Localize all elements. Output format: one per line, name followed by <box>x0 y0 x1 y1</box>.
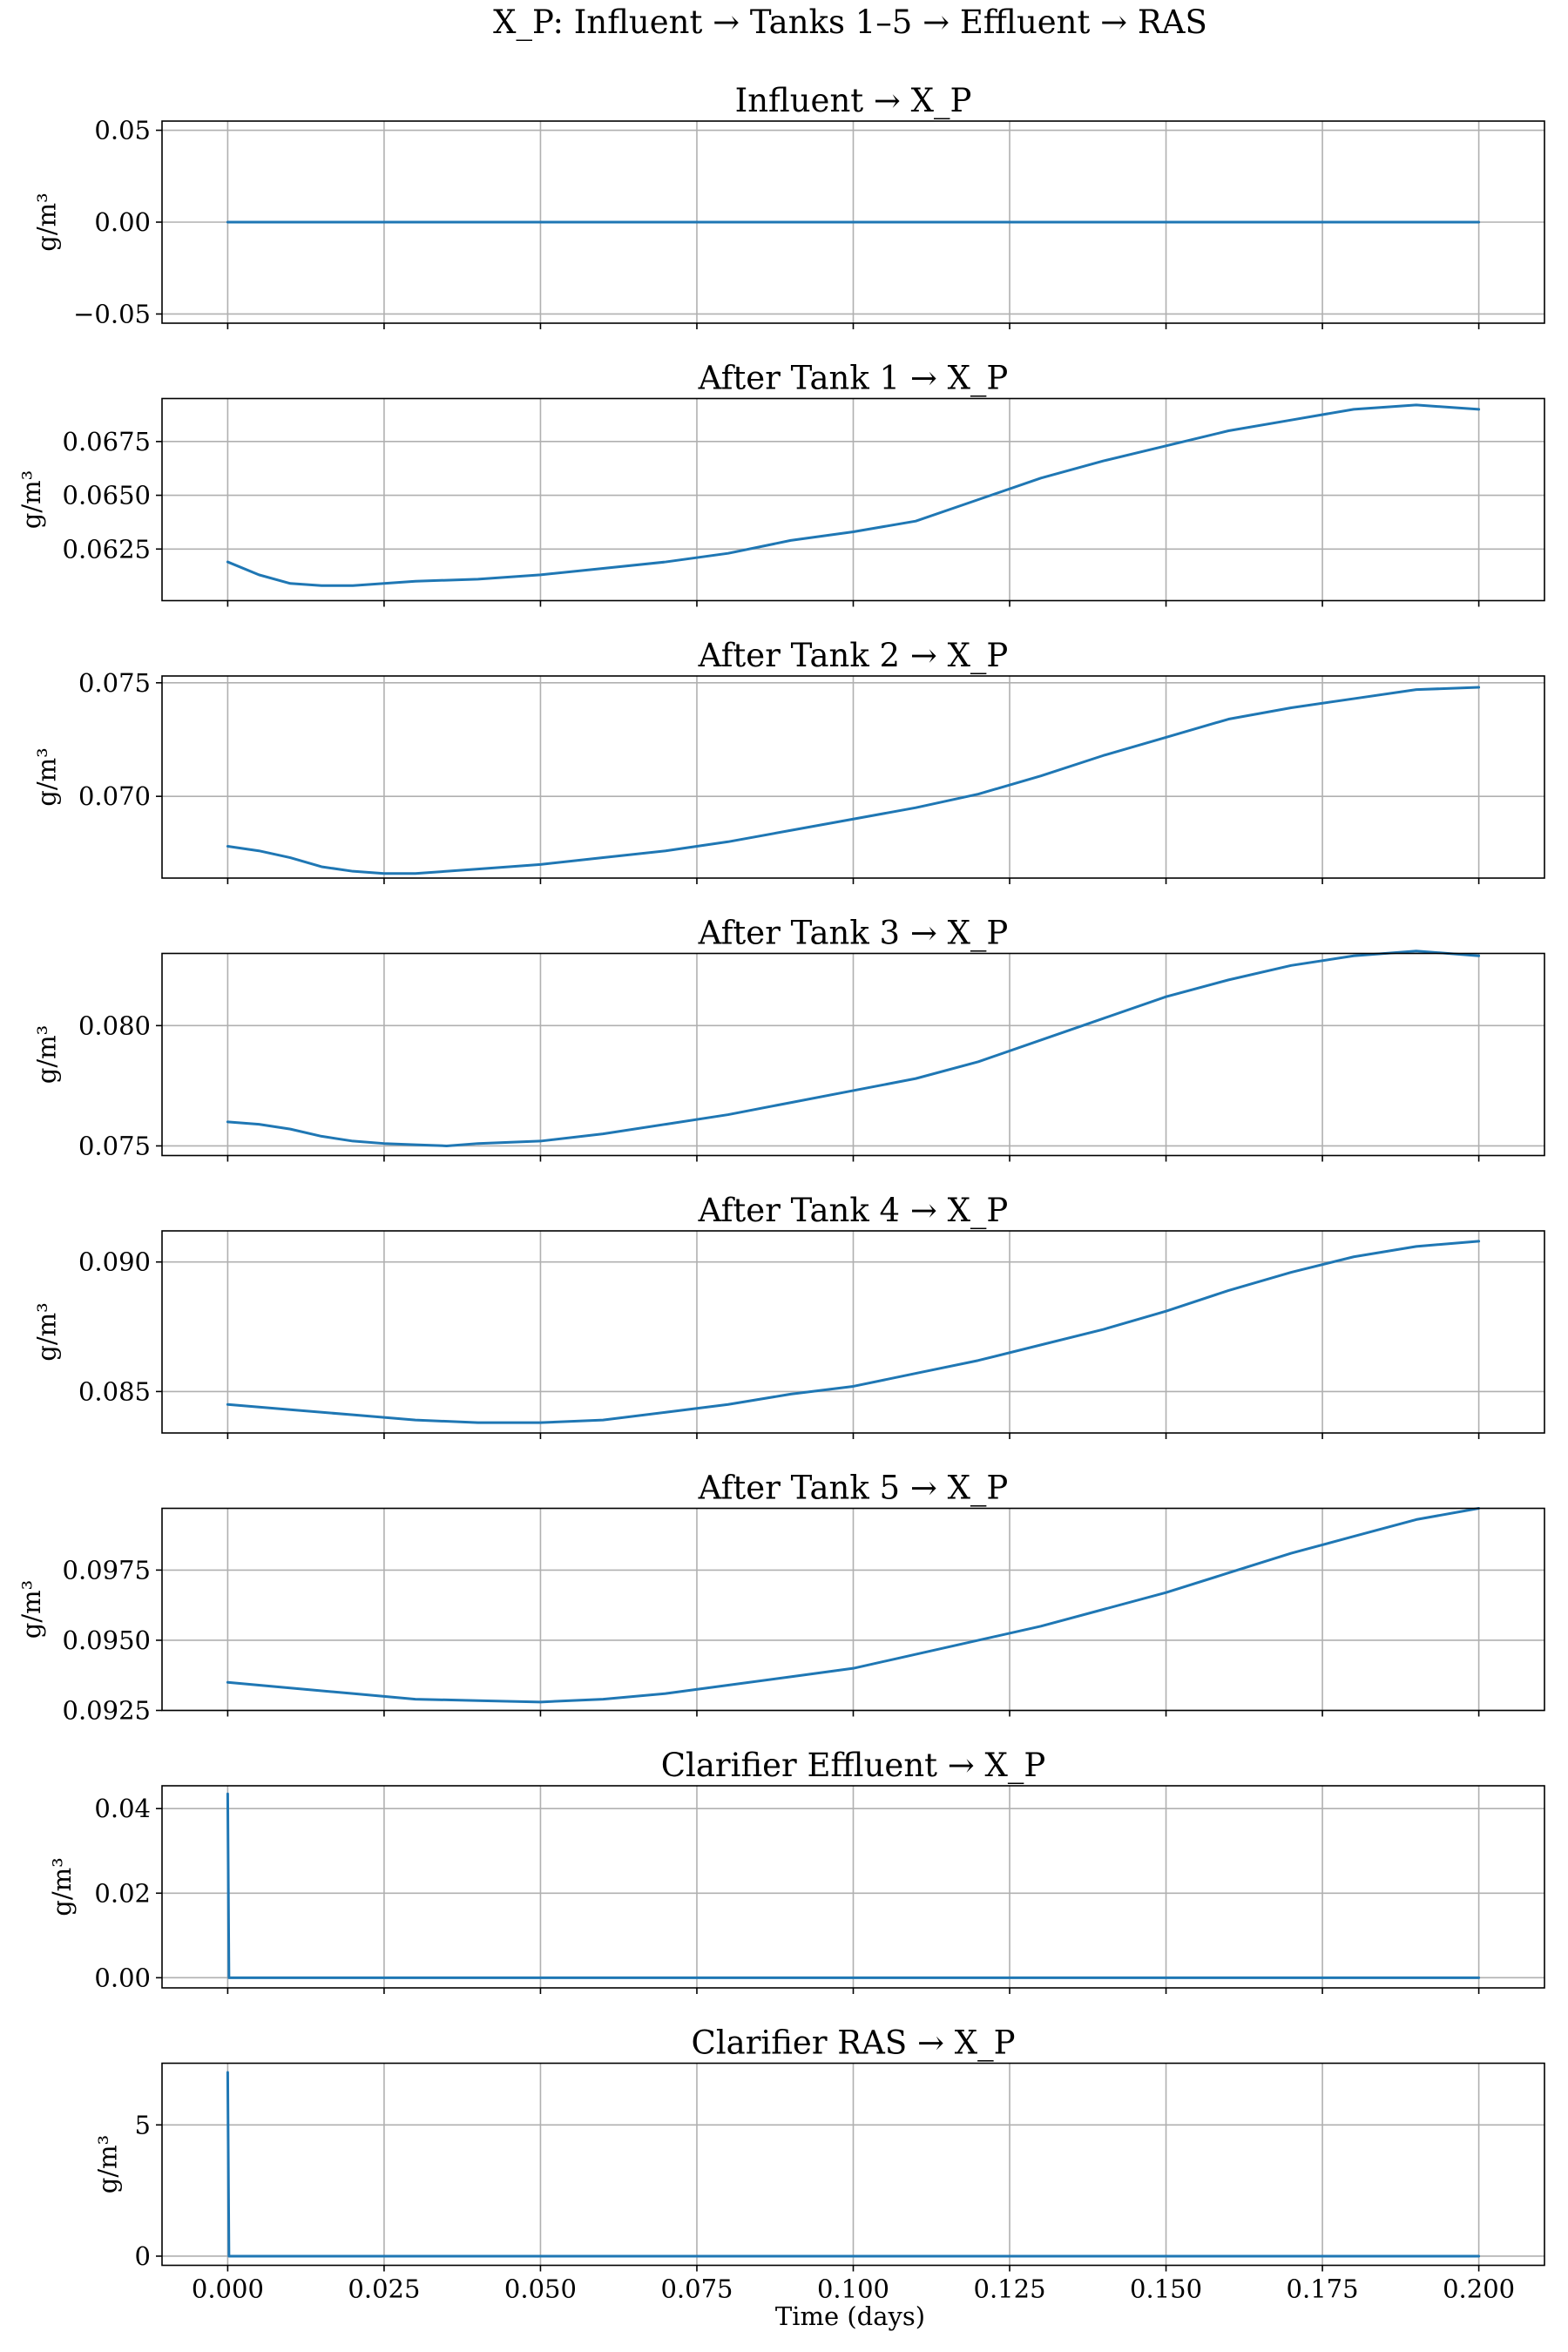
subplot-title: After Tank 5 → X_P <box>698 1470 1009 1508</box>
subplot-6: 0.0925 0.0950 0.0975 After Tank 5 → X_P g/m³ <box>17 1470 1545 1726</box>
y-tick-label: 0.02 <box>94 1878 151 1908</box>
y-tick-label: 0.0925 <box>63 1696 151 1726</box>
subplot-title: After Tank 4 → X_P <box>698 1192 1009 1230</box>
y-tick-label: 0.0625 <box>63 534 151 564</box>
subplot-title: After Tank 3 → X_P <box>698 915 1009 953</box>
subplot-title: After Tank 1 → X_P <box>698 360 1009 398</box>
y-tick-label: 0.090 <box>78 1247 151 1277</box>
subplot-title: Influent → X_P <box>735 82 972 120</box>
series-line <box>226 950 1481 1147</box>
y-axis-label: g/m³ <box>32 747 62 806</box>
series-line <box>226 1507 1481 1704</box>
y-tick-label: 0.00 <box>94 1963 151 1992</box>
subplot-2: 0.0625 0.0650 0.0675 After Tank 1 → X_P g/m³ <box>17 360 1545 607</box>
x-tick-label: 0.000 <box>192 2274 264 2304</box>
x-tick-label: 0.025 <box>348 2274 420 2304</box>
y-axis-label: g/m³ <box>93 2135 123 2193</box>
series-line <box>226 1792 1481 1979</box>
x-axis-label: Time (days) <box>775 2301 925 2331</box>
y-axis-label: g/m³ <box>47 1857 77 1916</box>
y-axis-label: g/m³ <box>32 193 62 251</box>
series-line <box>226 1240 1481 1424</box>
subplot-title: Clarifier RAS → X_P <box>692 2024 1016 2063</box>
subplot-title: After Tank 2 → X_P <box>698 637 1009 675</box>
y-tick-label: 0.085 <box>78 1376 151 1406</box>
subplot-4: 0.075 0.080 After Tank 3 → X_P g/m³ <box>32 915 1545 1162</box>
y-tick-label: 0.0950 <box>63 1625 151 1655</box>
y-tick-label: 0.00 <box>94 207 151 237</box>
y-tick-label: 0.075 <box>78 1131 151 1160</box>
y-tick-label: 0.0675 <box>63 427 151 456</box>
subplot-7: 0.00 0.02 0.04 Clarifier Effluent → X_P g/m³ <box>47 1747 1545 1994</box>
x-tick-label: 0.100 <box>817 2274 889 2304</box>
y-tick-label: 0 <box>135 2241 151 2271</box>
x-tick-label: 0.075 <box>660 2274 733 2304</box>
series-line <box>226 2071 1481 2258</box>
y-axis-label: g/m³ <box>32 1025 62 1084</box>
x-tick-label: 0.050 <box>504 2274 577 2304</box>
y-tick-label: 5 <box>135 2110 151 2139</box>
series-line <box>226 686 1481 875</box>
x-tick-label: 0.125 <box>974 2274 1046 2304</box>
y-axis-label: g/m³ <box>17 1580 46 1639</box>
y-tick-label: 0.0975 <box>63 1555 151 1585</box>
y-tick-label: 0.070 <box>78 781 151 811</box>
x-tick-label: 0.175 <box>1287 2274 1359 2304</box>
y-tick-label: 0.080 <box>78 1010 151 1040</box>
subplot-3: 0.070 0.075 After Tank 2 → X_P g/m³ <box>32 637 1545 884</box>
y-tick-label: −0.05 <box>73 299 151 328</box>
y-tick-label: 0.05 <box>94 116 151 145</box>
subplot-5: 0.085 0.090 After Tank 4 → X_P g/m³ <box>32 1192 1545 1439</box>
x-tick-label: 0.150 <box>1130 2274 1202 2304</box>
y-tick-label: 0.075 <box>78 668 151 698</box>
x-tick-label: 0.200 <box>1443 2274 1515 2304</box>
y-axis-label: g/m³ <box>17 470 46 529</box>
series-line <box>226 403 1481 587</box>
figure-suptitle: X_P: Influent → Tanks 1–5 → Effluent → R… <box>493 3 1207 42</box>
y-axis-label: g/m³ <box>32 1302 62 1361</box>
y-tick-label: 0.04 <box>94 1794 151 1823</box>
subplot-1: −0.05 0.00 0.05 Influent → X_P g/m³ <box>32 82 1545 329</box>
subplot-8: 0.000 0.025 0.050 0.075 0.100 0.125 0.150 0.175… <box>93 2024 1545 2304</box>
y-tick-label: 0.0650 <box>63 481 151 510</box>
subplot-title: Clarifier Effluent → X_P <box>661 1747 1046 1785</box>
